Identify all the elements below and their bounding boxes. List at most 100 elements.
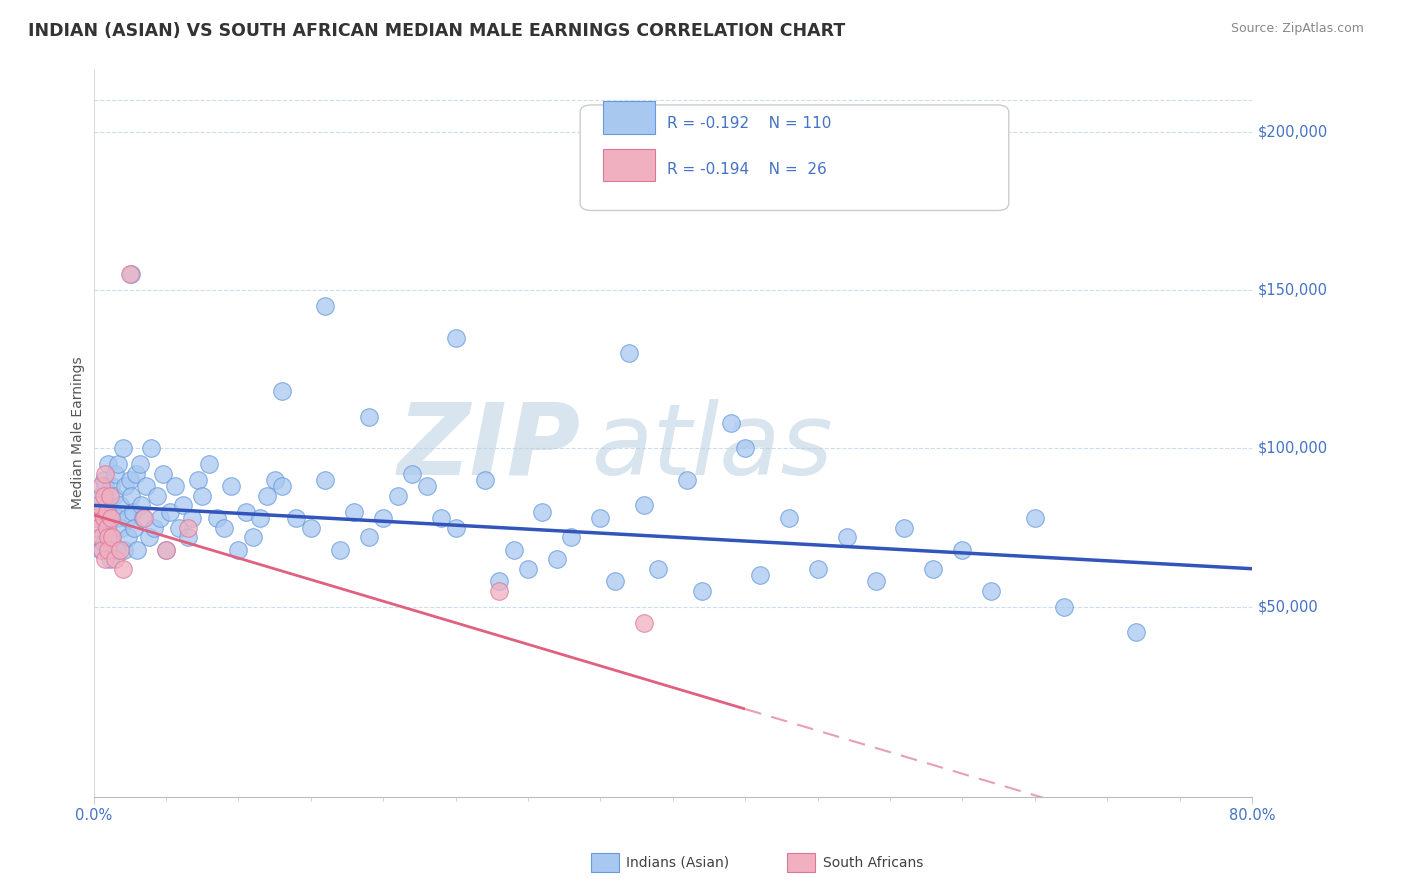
- Point: [835, 530, 858, 544]
- Point: [633, 499, 655, 513]
- FancyBboxPatch shape: [603, 102, 655, 134]
- Point: [146, 489, 169, 503]
- Point: [952, 542, 974, 557]
- Point: [187, 473, 209, 487]
- Point: [734, 442, 756, 456]
- Text: $150,000: $150,000: [1258, 283, 1327, 298]
- Point: [270, 384, 292, 399]
- Point: [112, 542, 135, 557]
- Point: [90, 489, 112, 503]
- Text: Source: ZipAtlas.com: Source: ZipAtlas.com: [1230, 22, 1364, 36]
- Point: [90, 479, 112, 493]
- Point: [105, 542, 128, 557]
- Point: [249, 511, 271, 525]
- Point: [922, 562, 945, 576]
- Y-axis label: Median Male Earnings: Median Male Earnings: [72, 356, 86, 509]
- Point: [111, 562, 134, 576]
- Point: [117, 530, 139, 544]
- Point: [285, 511, 308, 525]
- Point: [1125, 625, 1147, 640]
- Point: [373, 511, 395, 525]
- Point: [115, 511, 138, 525]
- Point: [167, 520, 190, 534]
- Point: [807, 562, 830, 576]
- Point: [138, 530, 160, 544]
- Point: [149, 511, 172, 525]
- Point: [100, 511, 122, 525]
- Point: [104, 467, 127, 481]
- Point: [176, 530, 198, 544]
- Point: [93, 473, 115, 487]
- Point: [96, 499, 118, 513]
- Point: [96, 505, 118, 519]
- Point: [94, 479, 117, 493]
- Point: [488, 574, 510, 589]
- Point: [343, 505, 366, 519]
- Point: [314, 473, 336, 487]
- Point: [191, 489, 214, 503]
- Point: [474, 473, 496, 487]
- Text: INDIAN (ASIAN) VS SOUTH AFRICAN MEDIAN MALE EARNINGS CORRELATION CHART: INDIAN (ASIAN) VS SOUTH AFRICAN MEDIAN M…: [28, 22, 845, 40]
- Point: [163, 479, 186, 493]
- Point: [91, 542, 114, 557]
- Text: R = -0.192    N = 110: R = -0.192 N = 110: [666, 116, 831, 130]
- Point: [546, 552, 568, 566]
- Point: [893, 520, 915, 534]
- Point: [94, 467, 117, 481]
- Point: [357, 409, 380, 424]
- Point: [105, 511, 128, 525]
- Point: [242, 530, 264, 544]
- FancyBboxPatch shape: [603, 149, 655, 181]
- Point: [96, 520, 118, 534]
- Point: [401, 467, 423, 481]
- Point: [125, 542, 148, 557]
- Point: [633, 615, 655, 630]
- Point: [488, 583, 510, 598]
- Point: [270, 479, 292, 493]
- Point: [155, 542, 177, 557]
- Point: [97, 542, 120, 557]
- Point: [387, 489, 409, 503]
- Point: [89, 499, 111, 513]
- Point: [101, 505, 124, 519]
- Text: $200,000: $200,000: [1258, 124, 1329, 139]
- Point: [93, 536, 115, 550]
- Text: ZIP: ZIP: [396, 399, 581, 496]
- Point: [121, 505, 143, 519]
- Point: [98, 552, 121, 566]
- Point: [1024, 511, 1046, 525]
- Point: [198, 457, 221, 471]
- Point: [619, 346, 641, 360]
- Point: [172, 499, 194, 513]
- Point: [748, 568, 770, 582]
- Point: [256, 489, 278, 503]
- Point: [444, 520, 467, 534]
- Point: [129, 457, 152, 471]
- Point: [96, 520, 118, 534]
- Point: [89, 530, 111, 544]
- Point: [120, 489, 142, 503]
- FancyBboxPatch shape: [581, 105, 1008, 211]
- Point: [86, 511, 108, 525]
- Point: [104, 552, 127, 566]
- Point: [118, 473, 141, 487]
- Point: [90, 542, 112, 557]
- Point: [101, 530, 124, 544]
- Point: [143, 520, 166, 534]
- Point: [444, 330, 467, 344]
- Point: [87, 511, 110, 525]
- Point: [647, 562, 669, 576]
- Point: [219, 479, 242, 493]
- Point: [357, 530, 380, 544]
- Point: [111, 442, 134, 456]
- Point: [159, 505, 181, 519]
- Point: [502, 542, 524, 557]
- Point: [98, 489, 121, 503]
- Point: [134, 511, 156, 525]
- Point: [118, 268, 141, 282]
- Point: [560, 530, 582, 544]
- Point: [531, 505, 554, 519]
- Point: [676, 473, 699, 487]
- Point: [91, 505, 114, 519]
- Point: [87, 520, 110, 534]
